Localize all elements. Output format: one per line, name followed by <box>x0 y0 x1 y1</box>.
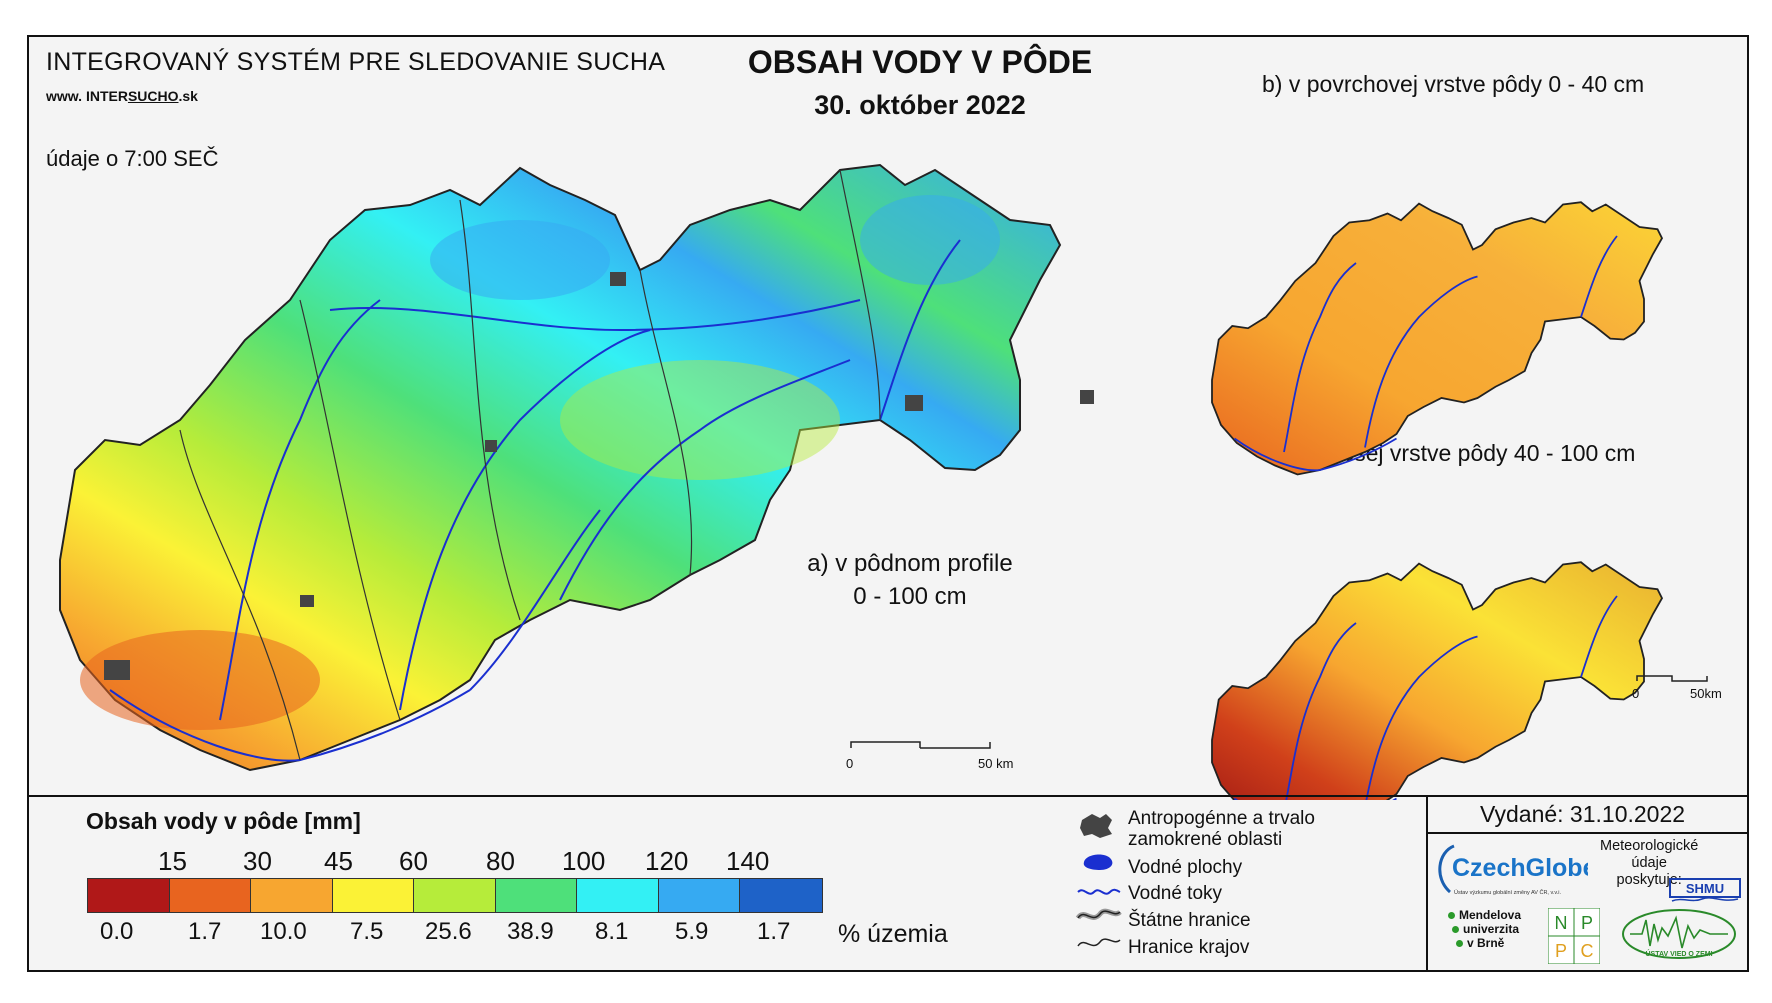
legend-percent: 10.0 <box>260 918 307 945</box>
legend-swatch <box>169 879 251 912</box>
map-b-surface-layer <box>1211 201 1663 476</box>
legend-swatch <box>658 879 740 912</box>
small-scale-zero-label: 0 <box>1632 686 1640 701</box>
stream-icon <box>1077 888 1121 895</box>
legend-threshold: 45 <box>324 846 353 876</box>
czechglobe-logo[interactable]: CzechGlobe Ústav výzkumu globální změny … <box>1432 840 1588 902</box>
legend-water-bodies-label: Vodné plochy <box>1128 857 1243 878</box>
legend-threshold: 15 <box>158 846 187 876</box>
legend-threshold: 80 <box>486 846 515 876</box>
svg-text:P: P <box>1581 913 1593 933</box>
credits-divider <box>1426 795 1428 972</box>
map-a-label-line1: a) v pôdnom profile <box>807 550 1013 577</box>
map-a-scale-bar <box>850 741 991 749</box>
map-a-total-profile <box>59 164 1094 771</box>
legend-swatch <box>495 879 577 912</box>
legend-threshold: 120 <box>645 846 689 876</box>
ustav-vied-o-zemi-logo[interactable]: ÚSTAV VIED O ZEMI <box>1620 906 1738 966</box>
intersucho-url[interactable]: www. INTERSUCHO.sk <box>46 88 198 104</box>
symbol-legend-icons <box>1075 814 1122 947</box>
legend-swatch <box>88 879 170 912</box>
shmu-logo[interactable]: SHMU <box>1668 873 1742 903</box>
urban-area-icon <box>1080 814 1112 838</box>
legend-swatch <box>577 879 659 912</box>
svg-text:CzechGlobe: CzechGlobe <box>1452 854 1588 882</box>
legend-swatch <box>740 879 822 912</box>
map-a-urban-areas <box>104 272 1094 680</box>
legend-threshold: 100 <box>562 846 606 876</box>
legend-percent-unit: % územia <box>838 920 948 948</box>
svg-text:SHMU: SHMU <box>1686 881 1724 896</box>
dot-icon <box>1452 925 1459 933</box>
mendel-university-logo[interactable]: Mendelova univerzita v Brně <box>1448 908 1521 950</box>
legend-percent: 8.1 <box>595 918 629 945</box>
svg-text:P: P <box>1555 941 1567 961</box>
map-c-deep-layer <box>1211 561 1663 800</box>
system-title: INTEGROVANÝ SYSTÉM PRE SLEDOVANIE SUCHA <box>46 48 666 76</box>
legend-anthropogenic-label: Antropogénne a trvalo zamokrené oblasti <box>1128 808 1315 850</box>
page-date: 30. október 2022 <box>814 90 1026 120</box>
legend-percent: 38.9 <box>507 918 554 945</box>
map-a-regional-borders <box>179 169 881 761</box>
dot-icon <box>1448 911 1455 919</box>
vydane-divider <box>1426 832 1749 834</box>
small-scale-end-label: 50km <box>1690 686 1722 701</box>
legend-percent: 7.5 <box>350 918 384 945</box>
npc-logo[interactable]: N P P C <box>1548 908 1600 964</box>
legend-percent: 0.0 <box>100 918 134 945</box>
map-a-label-line2: 0 - 100 cm <box>853 583 967 610</box>
state-border-icon <box>1077 910 1121 919</box>
legend-divider <box>27 795 1749 797</box>
legend-threshold: 60 <box>399 846 428 876</box>
legend-state-border-label: Štátne hranice <box>1128 910 1251 931</box>
dot-icon <box>1456 939 1463 947</box>
maps-svg <box>59 164 1708 800</box>
map-c-scale-bar <box>1636 675 1708 682</box>
svg-text:ÚSTAV VIED O ZEMI: ÚSTAV VIED O ZEMI <box>1645 949 1712 958</box>
legend-swatch <box>251 879 333 912</box>
legend-streams-label: Vodné toky <box>1128 883 1223 904</box>
legend-title: Obsah vody v pôde [mm] <box>86 808 361 834</box>
legend-colorbar <box>87 878 823 913</box>
legend-percent: 1.7 <box>757 918 791 945</box>
svg-text:Ústav výzkumu globální změny A: Ústav výzkumu globální změny AV ČR, v.v.… <box>1454 889 1561 896</box>
meteo-data-provider-text: Meteorologické údaje poskytuje: <box>1600 838 1699 888</box>
scale-end-label: 50 km <box>978 756 1014 771</box>
legend-percent: 25.6 <box>425 918 472 945</box>
data-time-note: údaje o 7:00 SEČ <box>46 146 219 171</box>
legend-swatch <box>414 879 496 912</box>
legend-regional-border-label: Hranice krajov <box>1128 937 1250 958</box>
legend-swatch <box>332 879 414 912</box>
water-body-icon <box>1083 854 1113 870</box>
legend-percent: 1.7 <box>188 918 222 945</box>
regional-border-icon <box>1077 938 1121 947</box>
issued-date: Vydané: 31.10.2022 <box>1480 801 1686 827</box>
legend-percent: 5.9 <box>675 918 709 945</box>
page-title: OBSAH VODY V PÔDE <box>747 44 1093 80</box>
map-a-label: a) v pôdnom profile 0 - 100 cm <box>780 547 1040 613</box>
map-b-label: b) v povrchovej vrstve pôdy 0 - 40 cm <box>1262 71 1645 97</box>
svg-text:C: C <box>1581 941 1594 961</box>
scale-zero-label: 0 <box>846 756 854 771</box>
svg-text:N: N <box>1555 913 1568 933</box>
legend-threshold: 30 <box>243 846 272 876</box>
legend-threshold: 140 <box>726 846 770 876</box>
